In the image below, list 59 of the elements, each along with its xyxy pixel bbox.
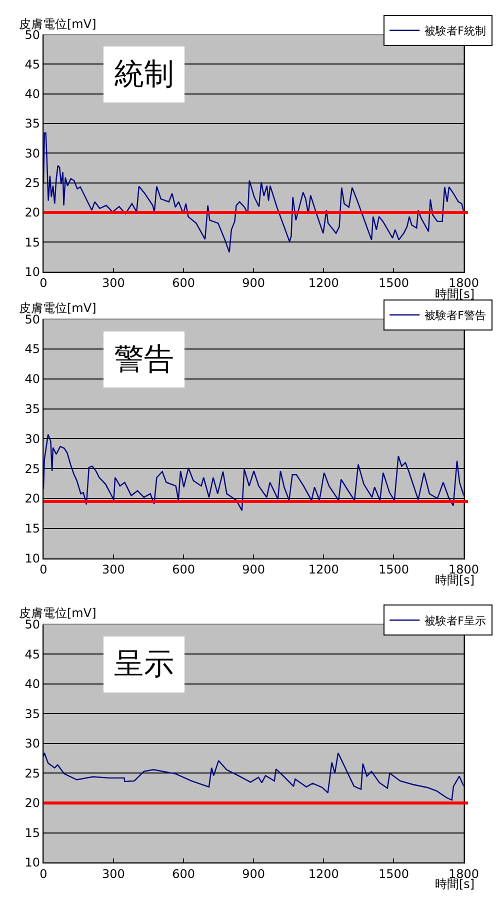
- y-tick-label: 15: [24, 522, 40, 536]
- y-tick-label: 30: [24, 432, 40, 446]
- y-tick-label: 30: [24, 736, 40, 751]
- x-tick-label: 1200: [308, 276, 339, 290]
- x-tick-label: 600: [172, 866, 195, 881]
- x-tick-label: 900: [242, 866, 266, 881]
- y-tick-label: 45: [24, 342, 40, 356]
- y-tick-label: 10: [24, 552, 40, 566]
- y-tick-label: 25: [24, 176, 40, 190]
- x-tick-label: 900: [242, 276, 266, 290]
- y-axis-title: 皮膚電位[mV]: [19, 301, 96, 315]
- y-tick-label: 40: [24, 372, 40, 386]
- x-tick-label: 1200: [308, 562, 339, 577]
- x-axis-title: 時間[s]: [435, 573, 475, 587]
- x-tick-label: 300: [102, 562, 125, 577]
- x-axis-title: 時間[s]: [435, 877, 475, 891]
- legend-label: 被験者F警告: [424, 309, 486, 322]
- y-tick-label: 30: [24, 146, 40, 160]
- x-tick-label: 1200: [308, 866, 339, 881]
- y-tick-label: 40: [24, 677, 40, 692]
- y-tick-label: 45: [24, 57, 40, 72]
- x-tick-label: 0: [40, 562, 48, 577]
- x-tick-label: 1500: [378, 866, 409, 881]
- line-series: [43, 752, 464, 801]
- y-tick-label: 50: [24, 617, 40, 632]
- y-tick-label: 25: [24, 766, 40, 780]
- y-tick-label: 25: [24, 462, 40, 476]
- y-tick-label: 10: [24, 856, 40, 870]
- x-tick-label: 600: [172, 276, 195, 290]
- y-tick-label: 40: [24, 87, 40, 102]
- y-tick-label: 20: [24, 796, 40, 810]
- y-tick-label: 35: [24, 116, 40, 131]
- y-tick-label: 20: [24, 206, 40, 220]
- line-series: [43, 132, 464, 253]
- annotation: 警告: [114, 342, 174, 377]
- x-tick-label: 300: [102, 276, 125, 290]
- x-axis-title: 時間[s]: [435, 287, 475, 301]
- legend-label: 被験者F呈示: [424, 614, 486, 628]
- legend-label: 被験者F統制: [424, 24, 486, 38]
- y-tick-label: 15: [24, 235, 40, 250]
- x-tick-label: 900: [242, 562, 266, 577]
- y-tick-label: 45: [24, 647, 40, 662]
- y-tick-label: 20: [24, 492, 40, 506]
- line-series: [43, 434, 464, 512]
- y-tick-label: 50: [24, 312, 40, 326]
- x-tick-label: 600: [172, 562, 195, 577]
- y-axis-title: 皮膚電位[mV]: [19, 17, 96, 31]
- x-tick-label: 300: [102, 866, 125, 881]
- annotation: 呈示: [114, 647, 174, 682]
- x-tick-label: 1500: [378, 562, 409, 577]
- annotation: 統制: [114, 57, 174, 92]
- y-axis-title: 皮膚電位[mV]: [19, 606, 96, 620]
- y-tick-label: 35: [24, 706, 40, 721]
- x-tick-label: 0: [40, 276, 48, 290]
- y-tick-label: 15: [24, 826, 40, 840]
- x-tick-label: 1500: [378, 276, 409, 290]
- y-tick-label: 35: [24, 402, 40, 416]
- x-tick-label: 0: [40, 866, 48, 881]
- y-tick-label: 10: [24, 265, 40, 280]
